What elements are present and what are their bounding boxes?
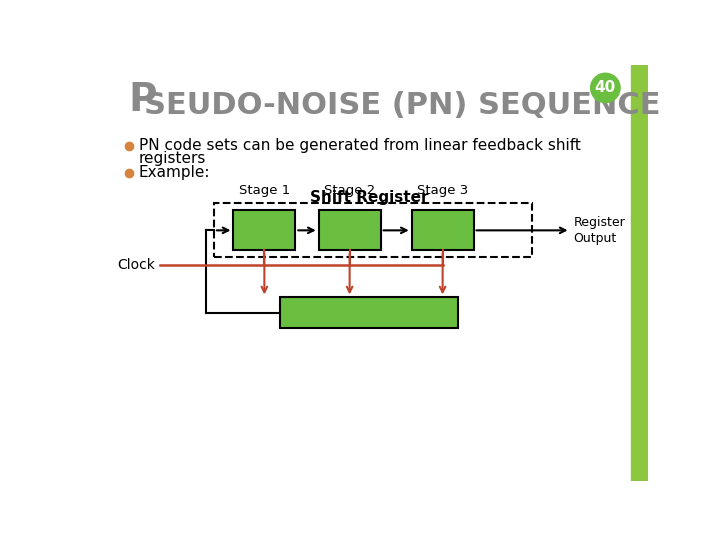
Text: Clock: Clock <box>117 258 155 272</box>
Text: Register
Output: Register Output <box>574 216 626 245</box>
Text: Modulo 2 adder: Modulo 2 adder <box>296 303 442 322</box>
Bar <box>319 210 381 251</box>
Circle shape <box>590 73 620 103</box>
Text: Shift Register: Shift Register <box>310 190 428 205</box>
Bar <box>214 204 532 257</box>
Bar <box>233 210 295 251</box>
Text: registers: registers <box>139 151 206 166</box>
Text: P: P <box>129 80 157 119</box>
Text: Stage 1: Stage 1 <box>239 184 290 197</box>
Text: Example:: Example: <box>139 165 210 180</box>
Bar <box>412 210 474 251</box>
Bar <box>631 65 648 481</box>
Text: Stage 2: Stage 2 <box>324 184 375 197</box>
Bar <box>280 298 458 328</box>
Text: PN code sets can be generated from linear feedback shift: PN code sets can be generated from linea… <box>139 138 581 153</box>
Text: Stage 3: Stage 3 <box>417 184 468 197</box>
Text: SEUDO-NOISE (PN) SEQUENCE: SEUDO-NOISE (PN) SEQUENCE <box>144 91 661 120</box>
Text: 40: 40 <box>595 80 616 96</box>
